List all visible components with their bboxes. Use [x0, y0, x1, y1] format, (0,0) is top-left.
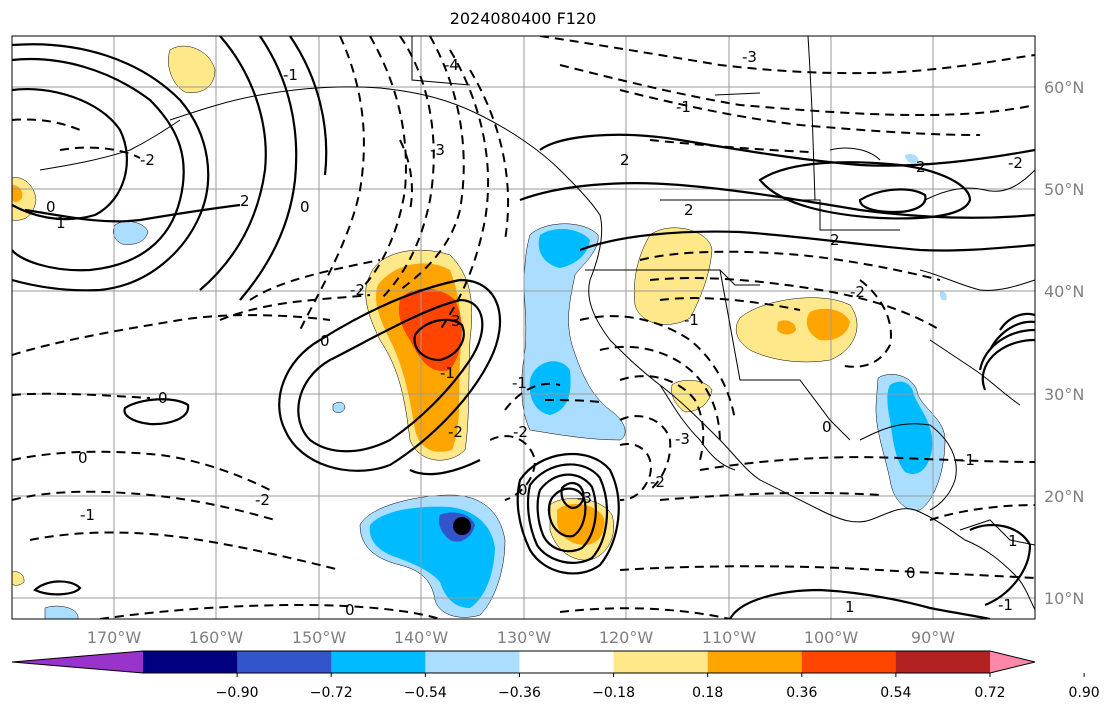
lon-label: 120°W	[599, 628, 654, 647]
contour-label: -2	[650, 473, 665, 491]
contour-label: 2	[916, 158, 926, 176]
lon-label: 150°W	[292, 628, 347, 647]
contour-label: -2	[850, 283, 865, 301]
graticule	[12, 36, 1035, 619]
contour-label: 2	[240, 192, 250, 210]
contour-label: 0	[906, 564, 916, 582]
colorbar-segment	[237, 651, 332, 673]
contour-label: -4	[444, 56, 459, 74]
contour-label: -3	[675, 430, 690, 448]
colorbar-tick-label: −0.18	[592, 685, 635, 701]
lon-label: 100°W	[804, 628, 859, 647]
contour-label: -3	[577, 489, 592, 507]
contour-label: 1	[56, 214, 66, 232]
colorbar-segment	[707, 651, 803, 673]
lon-label: 90°W	[911, 628, 955, 647]
contour-label: -1	[998, 596, 1013, 614]
colorbar-tick-label: −0.72	[310, 685, 353, 701]
colorbar-tick-label: −0.90	[216, 685, 259, 701]
contour-label: -1	[684, 311, 699, 329]
contour-label: -1	[440, 364, 455, 382]
contour-labels: -4 -3 -3 -1 -2 2 2 2 0 0 1 2 -2 -2 3 -1 …	[46, 48, 1023, 619]
lat-label: 50°N	[1044, 180, 1084, 199]
contour-label: 3	[451, 312, 461, 330]
contour-label: -3	[430, 141, 445, 159]
contour-label: -1	[283, 66, 298, 84]
contour-label: 1	[1008, 532, 1018, 550]
contour-label: 1	[845, 598, 855, 616]
map-title: 2024080400 F120	[449, 9, 597, 28]
colorbar-tick-label: −0.54	[404, 685, 447, 701]
map-frame	[11, 35, 1036, 620]
colorbar-extend-low	[12, 651, 143, 673]
lat-label: 60°N	[1044, 78, 1084, 97]
contour-label: 0	[345, 601, 355, 619]
contour-label: 0	[78, 449, 88, 467]
contour-label: 2	[830, 231, 840, 249]
contour-label: -2	[140, 151, 155, 169]
contour-label: 0	[158, 389, 168, 407]
colorbar-extend-high	[990, 651, 1035, 673]
contour-label: -2	[448, 423, 463, 441]
dashed-contours	[12, 36, 1035, 619]
lon-label: 110°W	[702, 628, 757, 647]
lat-label: 20°N	[1044, 487, 1084, 506]
colorbar-tick-label: 0.36	[786, 685, 817, 701]
colorbar-segment	[331, 651, 426, 673]
lon-label: 160°W	[189, 628, 244, 647]
colorbar-tick-labels: −0.90 −0.72 −0.54 −0.36 −0.18 0.18 0.36 0.54 0.7…	[216, 673, 1100, 701]
contour-label: -3	[742, 48, 757, 66]
contour-label: 0	[300, 198, 310, 216]
contour-label: -1	[80, 506, 95, 524]
latitude-labels: 60°N 50°N 40°N 30°N 20°N 10°N	[1044, 78, 1084, 608]
colorbar-segment	[143, 651, 238, 673]
colorbar-tick-label: −0.36	[498, 685, 541, 701]
contour-label: -2	[1008, 154, 1023, 172]
contour-label: -2	[350, 281, 365, 299]
contour-label: -1	[960, 451, 975, 469]
contour-label: 2	[620, 151, 630, 169]
longitude-labels: 170°W 160°W 150°W 140°W 130°W 120°W 110°…	[87, 628, 955, 647]
contour-label: 0	[822, 418, 832, 436]
lat-label: 40°N	[1044, 282, 1084, 301]
contour-label: 2	[684, 201, 694, 219]
colorbar-tick-label: 0.90	[1069, 685, 1100, 701]
contour-label: 0	[46, 198, 56, 216]
colorbar-segment	[519, 651, 615, 673]
lon-label: 170°W	[87, 628, 142, 647]
contour-label: 0	[320, 332, 330, 350]
lon-label: 140°W	[394, 628, 449, 647]
colorbar	[11, 650, 1036, 674]
colorbar-tick-label: 0.18	[692, 685, 723, 701]
contour-label: -2	[513, 423, 528, 441]
colorbar-tick-label: 0.72	[974, 685, 1005, 701]
lon-label: 130°W	[497, 628, 552, 647]
contour-label: -1	[676, 98, 691, 116]
colorbar-segment	[801, 651, 897, 673]
contour-label: 0	[518, 481, 528, 499]
colorbar-outline	[11, 650, 1036, 674]
colorbar-tick-label: 0.54	[880, 685, 911, 701]
colorbar-segment	[895, 651, 991, 673]
solid-contours	[12, 36, 1035, 619]
lat-label: 10°N	[1044, 589, 1084, 608]
colorbar-segment	[613, 651, 709, 673]
black-dot-icon	[453, 517, 471, 535]
contour-label: -2	[255, 491, 270, 509]
contour-label: -1	[512, 374, 527, 392]
colorbar-segment	[425, 651, 520, 673]
coastlines	[39, 36, 1035, 611]
lat-label: 30°N	[1044, 385, 1084, 404]
